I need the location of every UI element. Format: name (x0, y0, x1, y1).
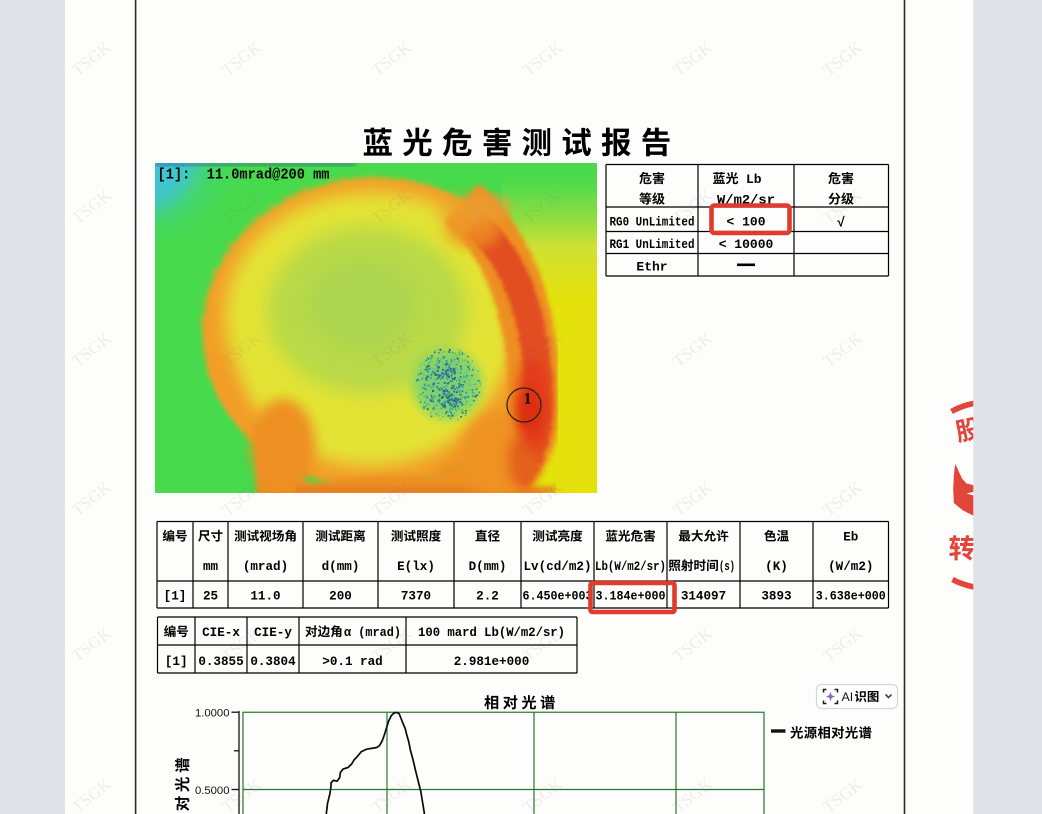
svg-text:Lb: Lb (746, 172, 762, 187)
svg-text:(mrad): (mrad) (243, 560, 288, 574)
svg-text:[1]: [1] (165, 655, 188, 669)
svg-text:< 10000: < 10000 (719, 237, 774, 252)
svg-text:Eb: Eb (843, 531, 858, 545)
svg-text:7370: 7370 (401, 590, 431, 604)
svg-text:[1]: 11.0mrad@200 mm: [1]: 11.0mrad@200 mm (158, 168, 330, 184)
svg-text:√: √ (837, 215, 845, 230)
svg-text:3893: 3893 (761, 590, 791, 604)
svg-text:2.2: 2.2 (476, 590, 499, 604)
svg-text:CIE-x: CIE-x (202, 626, 240, 640)
svg-text:AI: AI (842, 690, 854, 704)
svg-text:3.638e+000: 3.638e+000 (816, 590, 886, 604)
svg-text:6.450e+003: 6.450e+003 (523, 590, 593, 604)
svg-text:d(mm): d(mm) (322, 560, 360, 574)
svg-text:α (mrad): α (mrad) (344, 626, 401, 640)
svg-text:[1]: [1] (164, 590, 187, 604)
svg-text:Lb(W/m2/sr): Lb(W/m2/sr) (595, 560, 666, 574)
svg-text:Ethr: Ethr (636, 260, 667, 275)
svg-text:314097: 314097 (681, 590, 726, 604)
svg-text:(K): (K) (765, 560, 788, 574)
svg-text:0.3855: 0.3855 (198, 655, 243, 669)
svg-text:3.184e+000: 3.184e+000 (596, 590, 666, 604)
svg-text:0.5000: 0.5000 (195, 785, 230, 797)
svg-text:2.981e+000: 2.981e+000 (454, 655, 530, 669)
svg-text:200: 200 (329, 590, 352, 604)
svg-text:CIE-y: CIE-y (254, 626, 292, 640)
svg-text:RG1 UnLimited: RG1 UnLimited (610, 237, 695, 252)
svg-text:RG0 UnLimited: RG0 UnLimited (610, 215, 695, 230)
svg-text:Lv(cd/m2): Lv(cd/m2) (523, 560, 591, 574)
svg-text:11.0: 11.0 (250, 590, 280, 604)
svg-text:>0.1 rad: >0.1 rad (322, 655, 382, 669)
svg-text:(s): (s) (719, 560, 735, 574)
svg-text:1.0000: 1.0000 (195, 708, 230, 720)
svg-text:25: 25 (203, 590, 218, 604)
svg-text:(W/m2): (W/m2) (828, 560, 873, 574)
svg-text:100 mard Lb(W/m2/sr): 100 mard Lb(W/m2/sr) (418, 626, 565, 640)
svg-text:mm: mm (203, 560, 219, 574)
svg-text:E(lx): E(lx) (397, 560, 435, 574)
svg-text:0.3804: 0.3804 (250, 655, 296, 669)
svg-text:< 100: < 100 (726, 215, 765, 230)
svg-text:D(mm): D(mm) (469, 560, 507, 574)
svg-text:1: 1 (524, 391, 532, 408)
